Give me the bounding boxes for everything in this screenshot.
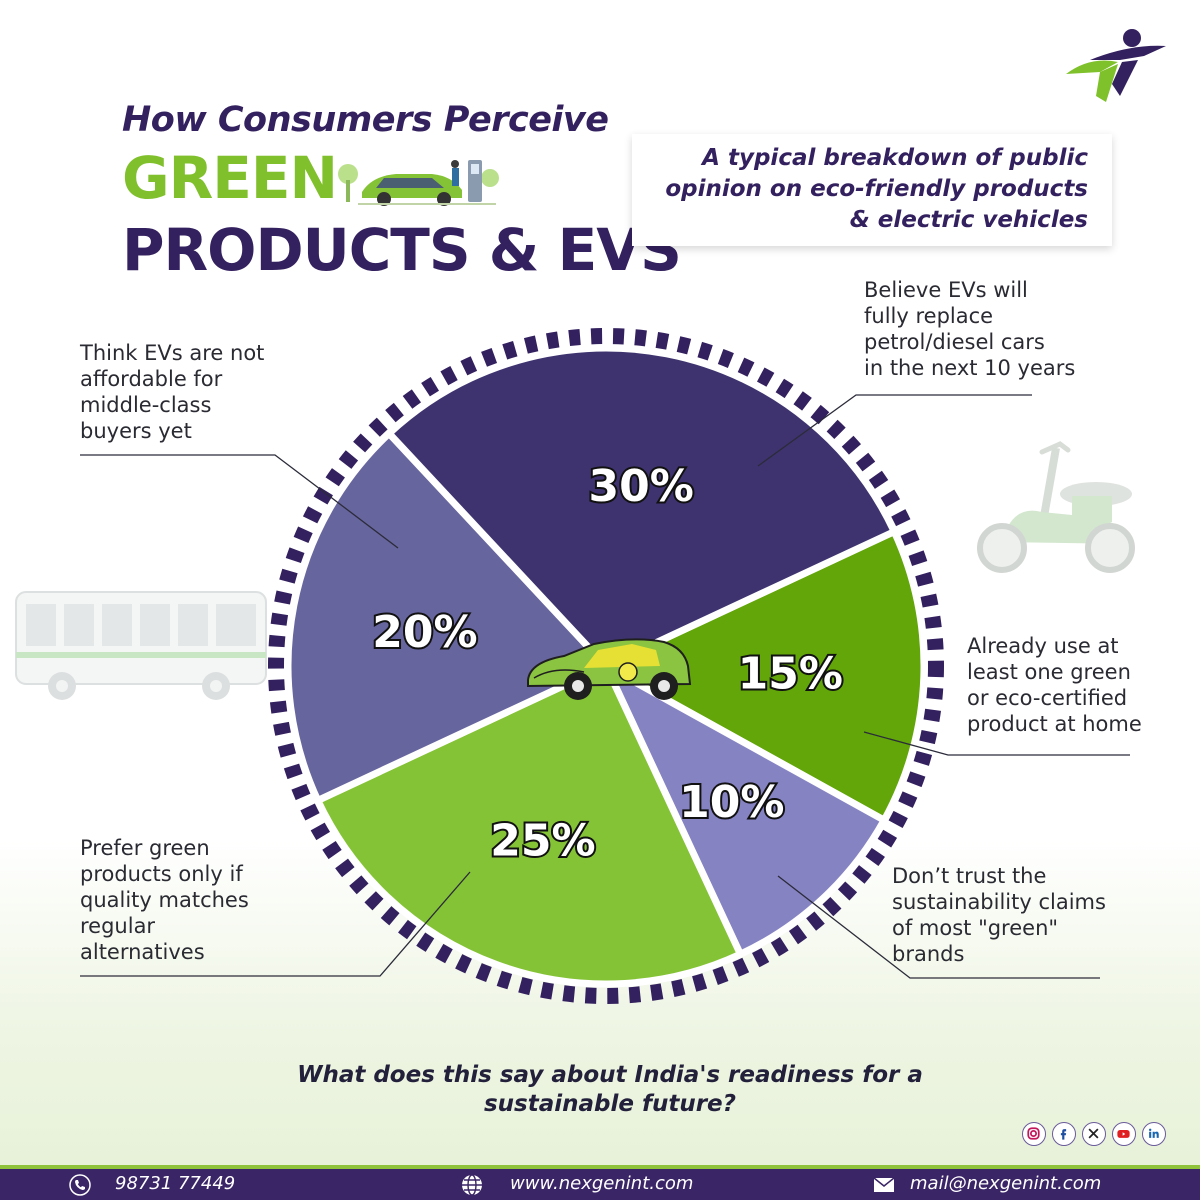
label-line: of most "green" [892,916,1059,940]
label-line: buyers yet [80,419,192,443]
label-line: products only if [80,862,243,886]
label-line: in the next 10 years [864,356,1076,380]
pie-slice-10 [602,662,888,958]
title-line-3: PRODUCTS & EVS [122,216,682,284]
title-line-2: GREEN [122,144,338,212]
question-line: What does this say about India's readine… [297,1062,923,1088]
dashed-ring [268,328,944,1004]
label-segment-20: Think EVs are not affordable for middle-… [80,340,264,444]
title-line-1: How Consumers Perceive [122,100,609,140]
label-line: middle-class [80,393,212,417]
pie-slice-25 [314,662,744,988]
label-line: petrol/diesel cars [864,330,1045,354]
label-segment-15: Already use at least one green or eco-ce… [967,633,1142,737]
label-line: fully replace [864,304,994,328]
pie-value-label-25: 25% [490,815,595,866]
pie-value-label-15: 15% [738,648,843,699]
pie-value-label-10: 10% [679,777,784,828]
leader-line-10 [777,875,1100,979]
label-segment-10: Don’t trust the sustainability claims of… [892,863,1106,967]
ev-charging-illustration [338,160,499,206]
label-segment-30: Believe EVs will fully replace petrol/di… [864,277,1075,381]
label-line: alternatives [80,940,205,964]
subtitle-line: & electric vehicles [849,207,1088,233]
subtitle-card [632,134,1112,246]
footer-bar: 98731 77449 www.nexgenint.com mail@nexge… [0,1165,1200,1200]
leader-line-25 [80,871,471,977]
label-segment-25: Prefer green products only if quality ma… [80,835,249,965]
instagram-icon[interactable] [1022,1122,1046,1146]
phone-icon [69,1174,91,1196]
facebook-icon[interactable] [1052,1122,1076,1146]
label-line: sustainability claims [892,890,1106,914]
question-line: sustainable future? [483,1091,737,1117]
closing-question: What does this say about India's readine… [200,1061,1020,1119]
scooter-illustration [977,441,1135,573]
leader-line-20 [80,454,399,549]
label-line: brands [892,942,965,966]
label-line: affordable for [80,367,223,391]
label-line: Believe EVs will [864,278,1028,302]
label-line: Think EVs are not [80,341,265,365]
subtitle: A typical breakdown of public opinion on… [640,143,1088,236]
footer-phone[interactable]: 98731 77449 [115,1173,236,1194]
label-line: Don’t trust the [892,864,1047,888]
leader-line-15 [863,731,1130,756]
pie-value-label-30: 30% [589,461,694,512]
label-line: or eco-certified [967,686,1128,710]
pie-slice-15 [602,528,928,824]
center-car-icon [527,638,692,700]
pie-slice-30 [385,344,898,670]
label-line: regular [80,914,156,938]
footer-email[interactable]: mail@nexgenint.com [910,1173,1102,1194]
label-line: Prefer green [80,836,210,860]
footer-website[interactable]: www.nexgenint.com [510,1173,694,1194]
subtitle-line: A typical breakdown of public [702,145,1088,171]
label-line: quality matches [80,888,249,912]
bus-illustration [15,591,267,700]
label-line: product at home [967,712,1142,736]
x-icon[interactable] [1082,1122,1106,1146]
pie-value-label-20: 20% [372,607,477,658]
mail-icon [873,1177,895,1192]
leader-line-30 [757,394,1032,467]
youtube-icon[interactable] [1112,1122,1136,1146]
globe-icon [462,1174,482,1196]
label-line: least one green [967,660,1131,684]
brand-logo [1066,29,1166,102]
linkedin-icon[interactable] [1142,1122,1166,1146]
label-line: Already use at [967,634,1119,658]
subtitle-line: opinion on eco-friendly products [665,176,1088,202]
